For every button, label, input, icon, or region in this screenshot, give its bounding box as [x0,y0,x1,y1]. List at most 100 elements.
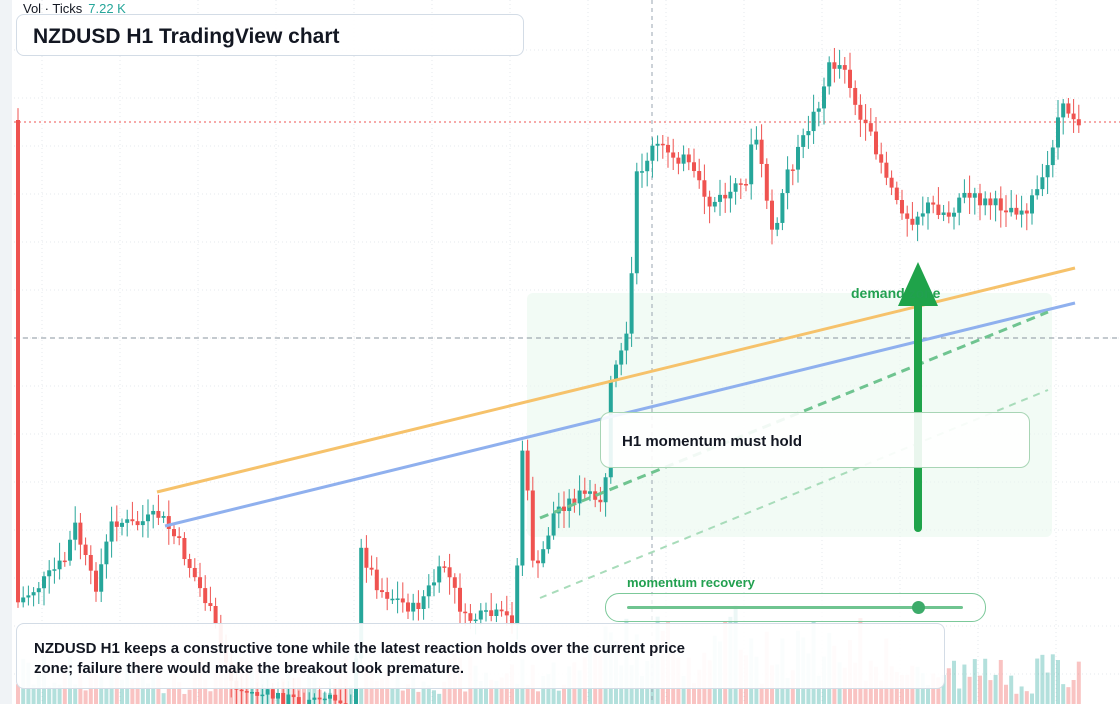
volume-indicator-label: Vol · Ticks 7.22 K [23,1,126,16]
candle-body [104,541,109,565]
candle-body [1056,117,1060,148]
volume-bar [52,682,57,704]
volume-bar [1045,672,1050,704]
candle-body [988,198,993,206]
candle-body [260,694,265,697]
candle-body [790,169,795,171]
volume-bar [406,684,410,704]
candle-body [796,146,800,170]
candle-body [328,694,332,699]
candle-body [1061,103,1066,118]
candle-body [993,198,998,206]
candle-body [629,273,634,334]
candle-body [978,193,982,206]
candle-body [406,602,410,612]
candle-body [806,131,811,136]
momentum-slider[interactable] [605,593,986,622]
candle-body [120,522,124,527]
candle-body [525,450,530,491]
momentum-slider-label: momentum recovery [627,575,755,590]
volume-bar [952,660,956,704]
candle-body [749,144,754,185]
candle-body [192,567,197,578]
candle-body [754,139,759,145]
candle-body [68,539,72,561]
volume-bar [380,678,384,704]
candle-body [177,536,182,538]
candle-body [744,183,748,186]
candle-body [1040,177,1045,190]
candle-body [816,108,821,112]
candle-body [317,697,322,700]
volume-bar [957,688,962,704]
candle-body [307,699,312,704]
volume-bar [494,680,499,704]
volume-bar [967,676,972,704]
volume-bar [400,690,405,704]
candle-body [598,499,603,503]
candle-body [889,177,894,188]
volume-bar [73,684,78,704]
candle-body [718,194,722,202]
candle-body [894,187,899,201]
volume-bar [374,680,379,704]
candle-body [432,582,436,586]
volume-bar [879,680,884,704]
candle-body [452,577,457,588]
candle-body [213,606,218,625]
candle-body [156,510,161,518]
volume-bar [16,684,20,704]
candle-body [842,65,847,70]
volume-bar [998,659,1003,704]
candle-body [416,602,421,610]
candle-body [484,610,488,612]
candle-body [780,193,785,223]
candle-body [868,123,873,132]
candle-body [967,192,972,198]
volume-bar [983,658,988,704]
left-gutter [0,0,12,704]
volume-bar [556,690,561,704]
volume-bar [1035,658,1040,704]
candle-body [109,521,114,542]
candle-body [676,157,681,164]
candle-body [26,595,31,598]
momentum-callout: H1 momentum must hold [600,412,1030,468]
volume-bar [146,683,150,704]
candle-body [312,697,317,700]
candle-body [364,547,369,568]
candle-body [686,154,691,163]
candle-body [962,192,967,198]
title-card: NZDUSD H1 TradingView chart [16,14,524,56]
candle-body [998,198,1003,211]
candle-body [140,521,145,526]
volume-bar [900,674,904,704]
slider-knob-icon[interactable] [912,601,925,614]
candle-body [504,611,509,616]
candle-body [411,602,416,612]
candle-body [182,537,187,560]
candle-body [151,510,156,515]
candle-body [281,693,286,704]
candle-body [291,694,296,698]
candle-body [21,597,26,603]
candle-body [270,689,275,699]
candle-body [588,491,592,494]
candle-body [645,160,650,172]
candle-body [692,162,696,172]
candle-body [520,450,525,566]
volume-bar [562,684,566,704]
candle-body [702,180,707,197]
candle-body [900,200,904,214]
volume-bar [120,679,124,704]
candle-body [759,139,764,164]
candle-body [853,87,858,105]
candle-body [530,490,535,561]
candle-body [369,567,374,570]
volume-bar [31,684,36,704]
candle-body [1014,207,1019,215]
volume-bar [130,679,135,704]
candle-body [88,555,93,571]
candle-body [473,619,478,622]
